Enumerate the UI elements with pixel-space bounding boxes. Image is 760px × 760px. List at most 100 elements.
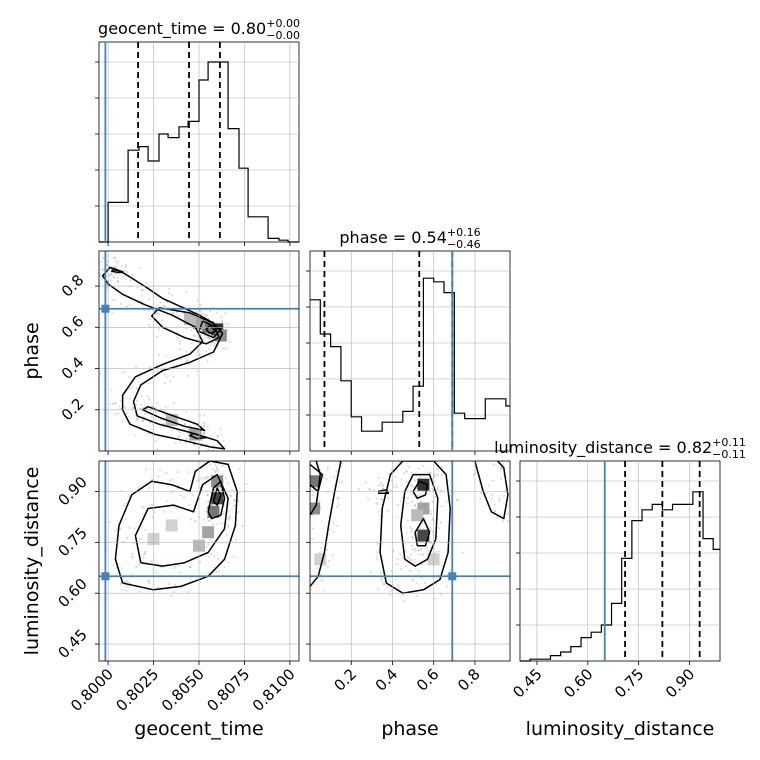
sample-point [176,429,179,432]
sample-point [225,533,228,536]
sample-point [233,556,236,559]
sample-point [396,563,399,566]
sample-point [125,585,128,588]
x-axis-label-geocent_time: geocent_time [134,718,263,740]
sample-point [203,477,206,480]
sample-point [113,529,116,532]
sample-point [114,265,117,268]
pair-panel-phase-luminosity_distance [304,456,511,665]
title-prefix: phase = [339,228,411,247]
sample-point [130,386,133,389]
contour-line [207,480,226,520]
sample-point [413,547,416,551]
sample-point [461,551,464,554]
sample-point [216,455,218,457]
sample-point [306,460,308,462]
sample-point [396,558,400,561]
contour-line [150,306,220,345]
y-tick-label: 0.4 [58,353,88,383]
sample-point [163,409,166,412]
x-tick-label: 0.60 [560,665,596,701]
sample-point [206,360,209,363]
sample-point [245,482,248,485]
y-axis-label-phase: phase [21,322,43,379]
sample-point [226,481,229,485]
sample-point [99,272,101,275]
sample-point [128,397,131,400]
sample-point [148,398,151,401]
title-luminosity_distance: luminosity_distance = 0.82+0.11 −0.11 [494,436,746,461]
sample-point [380,577,383,580]
contour-line [412,480,429,500]
sample-point [413,561,416,564]
sample-point [204,510,207,513]
sample-point [336,497,339,500]
sample-point [154,406,157,409]
sample-point [110,272,113,276]
histogram-panel-luminosity_distance: luminosity_distance = 0.82+0.11 −0.11 [494,436,746,665]
density-cell [211,492,224,505]
x-tick-label: 0.75 [611,665,647,701]
sample-point [106,287,109,290]
sample-point [308,466,310,468]
sample-point [214,570,217,573]
sample-point [207,520,210,523]
sample-point [101,269,104,272]
sample-point [396,515,399,518]
sample-point [206,579,209,582]
sample-point [420,553,423,556]
sample-point [433,480,436,483]
sample-point [167,292,170,295]
sample-point [220,315,223,318]
histogram-panel-phase: phase = 0.54+0.16 −0.46 [306,226,511,455]
sample-point [147,309,151,312]
sample-point [208,347,211,351]
sample-point [131,556,134,559]
sample-point [335,470,338,473]
sample-point [190,342,193,345]
sample-point [326,565,330,568]
sample-point [185,290,188,293]
sample-point [136,286,139,289]
sample-point [201,439,204,442]
sample-point [224,454,226,456]
sample-point [154,439,157,443]
x-tick-label: 0.8100 [249,665,299,715]
sample-point [122,371,125,374]
sample-point [145,282,148,285]
sample-point [200,477,203,480]
sample-point [311,537,314,541]
sample-point [405,470,408,473]
sample-point [487,484,490,487]
sample-point [165,471,168,475]
sample-point [174,583,177,586]
sample-point [399,499,402,503]
sample-point [154,418,157,421]
sample-point [422,456,424,458]
sample-point [439,521,442,524]
sample-point [375,555,378,558]
sample-point [130,555,133,558]
sample-point [101,268,104,271]
sample-point [418,549,421,552]
sample-point [135,365,138,369]
sample-point [397,586,400,590]
sample-point [138,590,141,593]
sample-point [304,480,306,482]
density-cell [310,502,321,515]
contour-line [379,461,451,594]
sample-point [140,294,143,297]
sample-point [144,412,147,415]
sample-point [113,265,116,268]
sample-point [491,493,494,496]
sample-point [99,274,102,277]
pair-panel-geocent_time-phase [95,250,300,456]
sample-point [493,503,496,506]
sample-point [147,432,150,435]
sample-point [125,536,129,540]
sample-point [124,263,128,266]
sample-point [378,483,381,486]
sample-point [414,504,417,507]
sample-point [206,493,209,496]
sample-point [149,318,152,321]
